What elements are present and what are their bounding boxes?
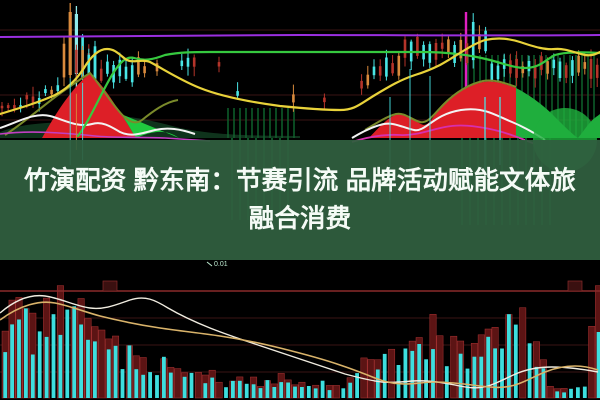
svg-text:0.01: 0.01 — [214, 261, 228, 268]
